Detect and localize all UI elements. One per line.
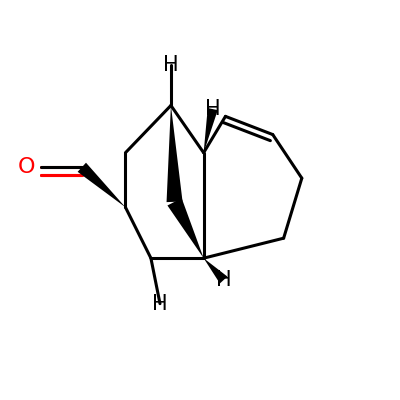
Polygon shape: [78, 163, 126, 207]
Text: H: H: [216, 270, 232, 290]
Polygon shape: [204, 258, 227, 284]
Text: H: H: [152, 294, 168, 314]
Polygon shape: [166, 106, 182, 202]
Text: H: H: [205, 99, 220, 119]
Text: H: H: [163, 56, 179, 76]
Text: O: O: [18, 157, 35, 177]
Polygon shape: [168, 198, 204, 258]
Polygon shape: [204, 108, 218, 153]
